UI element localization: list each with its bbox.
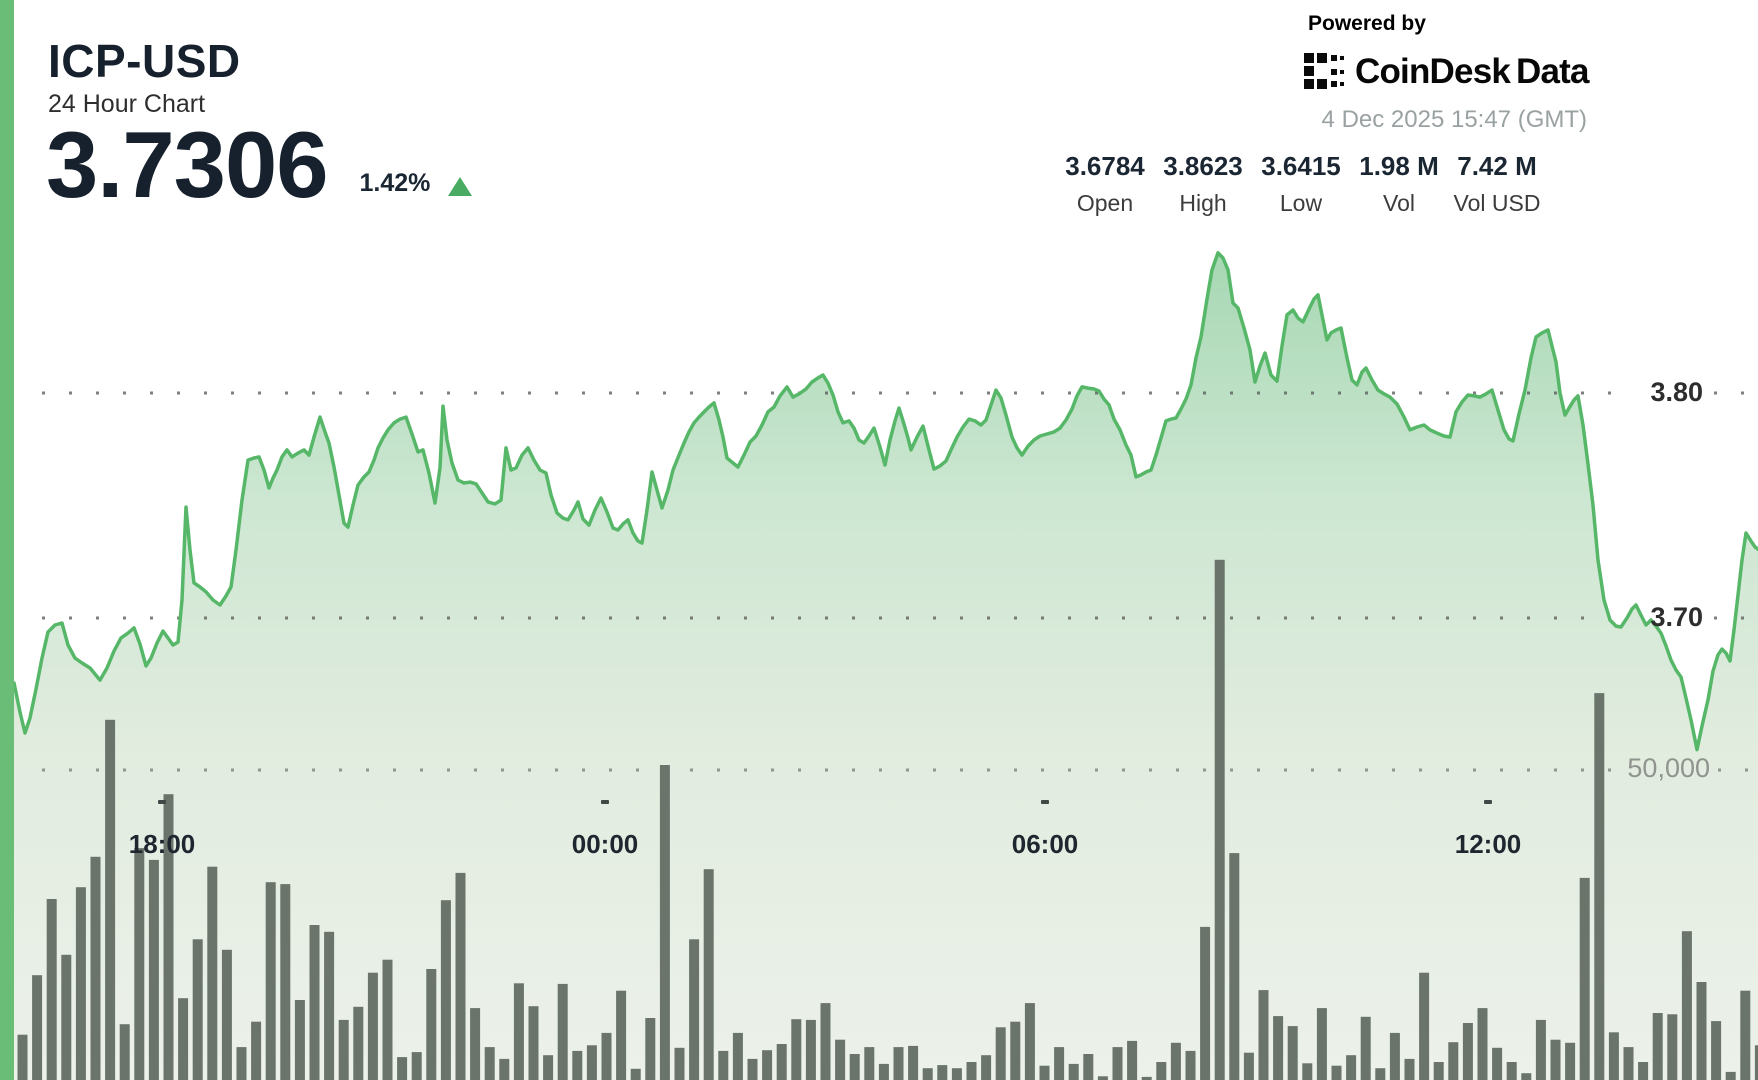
stat-low-value: 3.6415 <box>1261 151 1341 181</box>
stat-low: 3.6415 Low <box>1253 151 1349 217</box>
coindesk-data-logo[interactable]: CoinDesk Data <box>1304 52 1589 92</box>
stat-low-label: Low <box>1279 190 1323 216</box>
current-price: 3.7306 <box>46 112 329 217</box>
left-accent-bar <box>0 0 14 1080</box>
stat-vol-usd-label: Vol USD <box>1453 190 1541 216</box>
logo-text-suffix: Data <box>1516 52 1589 91</box>
stat-open: 3.6784 Open <box>1057 151 1153 217</box>
powered-by-label: Powered by <box>1308 12 1426 35</box>
logo-text-main: CoinDesk <box>1355 52 1511 91</box>
stat-open-value: 3.6784 <box>1065 151 1145 181</box>
stat-vol-usd: 7.42 M Vol USD <box>1449 151 1545 217</box>
stat-high-label: High <box>1179 190 1227 216</box>
chart-subtitle: 24 Hour Chart <box>48 90 206 118</box>
stat-open-label: Open <box>1076 190 1134 216</box>
coindesk-logo-text: CoinDesk Data <box>1355 52 1589 92</box>
page-title-symbol: ICP-USD <box>48 35 241 87</box>
volume-axis-label-50000: 50,000 <box>1627 752 1710 783</box>
up-triangle-icon <box>448 177 473 197</box>
stat-high: 3.8623 High <box>1155 151 1251 217</box>
current-price-row: 3.7306 1.42% <box>46 112 473 217</box>
time-axis-label-1800: 18:00 <box>128 829 196 859</box>
stat-vol: 1.98 M Vol <box>1351 151 1447 217</box>
stat-vol-value: 1.98 M <box>1359 151 1439 181</box>
time-axis-label-1200: 12:00 <box>1454 829 1522 859</box>
time-axis-label-0600: 06:00 <box>1011 829 1079 859</box>
coindesk-logo-icon <box>1304 53 1344 89</box>
stat-vol-label: Vol <box>1383 190 1415 216</box>
ohlc-stats-row: 3.6784 Open 3.8623 High 3.6415 Low 1.98 … <box>1055 151 1545 217</box>
price-axis-label-380: 3.80 <box>1650 377 1703 407</box>
price-axis-label-370: 3.70 <box>1650 602 1703 632</box>
change-percent: 1.42% <box>359 169 431 198</box>
chart-timestamp: 4 Dec 2025 15:47 (GMT) <box>1321 106 1587 133</box>
time-axis-label-0000: 00:00 <box>571 829 639 859</box>
stat-high-value: 3.8623 <box>1163 151 1243 181</box>
stat-vol-usd-value: 7.42 M <box>1457 151 1537 181</box>
